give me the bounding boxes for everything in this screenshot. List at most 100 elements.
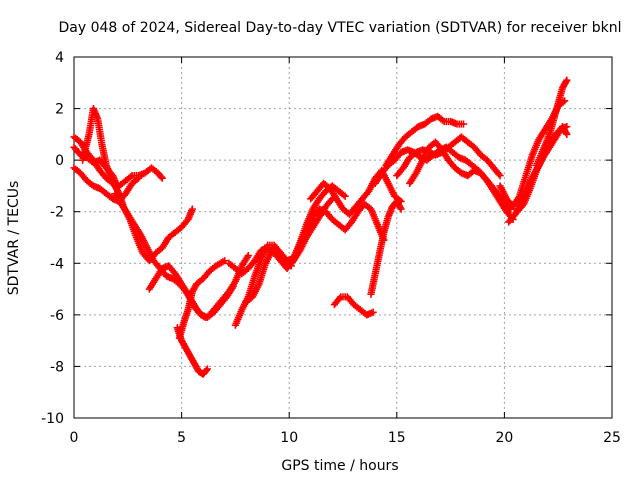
y-axis-label: SDTVAR / TECUs [6,181,22,296]
data-point-sample [399,136,407,144]
data-point-sample [554,101,562,109]
data-point-sample [219,258,227,266]
series-track-13 [289,200,388,265]
series-track-12 [242,246,295,306]
data-point-sample [230,279,238,287]
data-point-sample [216,298,224,307]
y-tick-label: -4 [50,256,64,272]
x-axis: 0 5 10 15 20 25 [70,57,621,446]
data-point-sample [339,191,348,199]
y-axis: -10 -8 -6 -4 -2 0 2 4 [41,50,612,427]
data-point-sample [356,198,364,206]
data-point-sample [508,213,517,221]
data-point-sample [84,132,93,140]
data-point-sample [549,117,557,125]
data-point-sample [295,243,303,251]
data-point-sample [286,260,294,269]
data-point-sample [545,132,553,140]
data-point-sample [93,113,101,121]
data-point-sample [153,261,162,269]
y-tick-label: -2 [50,205,64,221]
data-point-sample [397,167,405,175]
data-point-sample [534,137,542,146]
data-point-sample [201,367,209,376]
data-point-sample [334,296,342,304]
data-point-sample [112,180,120,188]
data-point-sample [126,173,135,181]
data-point-sample [562,78,570,86]
data-point-sample [188,290,196,298]
data-point-sample [349,206,357,214]
plot-frame [73,56,613,419]
data-point-sample [448,161,456,169]
data-point-sample [418,158,426,166]
grid [74,57,612,418]
data-point-sample [179,320,187,329]
data-point-sample [435,143,444,151]
data-point-sample [188,207,196,215]
data-point-sample [183,307,192,316]
data-point-sample [222,291,230,299]
x-tick-label: 25 [603,430,621,446]
data-point-sample [558,86,566,94]
data-point-sample [326,198,334,206]
data-point-sample [180,341,188,349]
series-track-24 [513,123,571,216]
data-point-sample [457,120,465,128]
data-point-sample [395,202,403,210]
data-point-sample [561,79,569,87]
data-point-sample [248,260,256,268]
x-tick-label: 5 [177,430,186,446]
data-point-sample [133,175,141,184]
x-tick-label: 15 [388,430,406,446]
data-point-sample [278,254,286,262]
data-point-sample [209,306,218,314]
data-point-sample [202,366,210,374]
data-point-sample [80,174,88,182]
data-point-sample [528,153,536,161]
data-point-sample [100,161,108,169]
data-point-sample [142,242,150,250]
data-point-sample [474,148,482,156]
data-point-sample [521,174,529,182]
data-point-sample [517,203,525,211]
data-point-sample [495,170,503,178]
data-point-sample [561,127,569,135]
data-point-sample [243,253,251,261]
data-point-sample [335,294,344,302]
data-point-sample [396,203,404,212]
series-track-17 [382,112,468,169]
data-point-sample [100,171,108,179]
data-point-sample [168,266,177,275]
data-point-sample [156,172,164,180]
y-tick-label: 4 [55,50,64,66]
data-point-sample [371,272,379,280]
series-track-20 [393,133,504,180]
data-point-sample [525,186,534,195]
data-point-sample [181,218,190,227]
series-track-15 [330,293,377,319]
data-point-sample [302,228,310,236]
series-track-22 [496,97,569,211]
y-tick-label: 0 [55,153,64,169]
data-point-sample [367,309,376,317]
data-point-sample [373,219,381,227]
y-tick-label: -6 [50,308,64,324]
data-point-sample [326,212,334,220]
data-point-sample [375,251,383,259]
x-axis-label: GPS time / hours [281,458,398,474]
data-point-sample [310,190,319,198]
series-track-4 [70,143,121,190]
x-tick-label: 20 [495,430,513,446]
data-point-sample [254,282,262,290]
data-point-sample [532,168,540,177]
data-point-sample [382,164,390,172]
data-point-sample [438,116,447,124]
data-point-sample [345,221,353,229]
data-point-sample [327,196,335,204]
y-tick-label: -8 [50,359,64,375]
data-point-sample [193,364,201,373]
data-point-sample [203,270,211,278]
series-track-19 [406,138,517,224]
data-point-sample [514,194,522,202]
